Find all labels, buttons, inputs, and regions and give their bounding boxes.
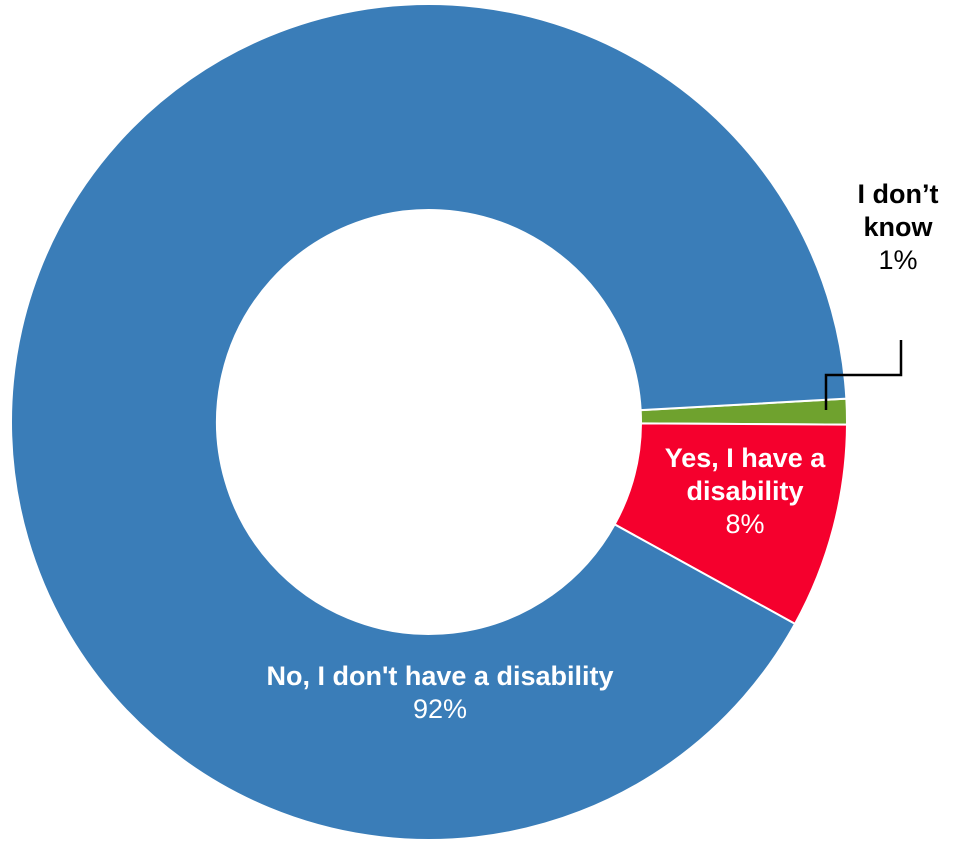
donut-slices bbox=[10, 3, 848, 841]
slice-value-no-disability: 92% bbox=[412, 693, 468, 724]
slice-value-dont-know: 1% bbox=[878, 244, 918, 275]
slice-label-yes-disability: Yes, I have a disability 8% bbox=[650, 442, 840, 541]
slice-value-yes-disability: 8% bbox=[725, 508, 765, 539]
slice-name-dont-know: I don’t know bbox=[857, 179, 939, 242]
slice-name-no-disability: No, I don't have a disability bbox=[266, 661, 614, 691]
slice-no-disability bbox=[10, 3, 848, 841]
leader-line-i-dont-know bbox=[824, 340, 903, 410]
slice-label-no-disability: No, I don't have a disability 92% bbox=[230, 660, 650, 726]
slice-name-yes-disability: Yes, I have a disability bbox=[664, 443, 826, 506]
slice-label-dont-know: I don’t know 1% bbox=[830, 178, 966, 277]
